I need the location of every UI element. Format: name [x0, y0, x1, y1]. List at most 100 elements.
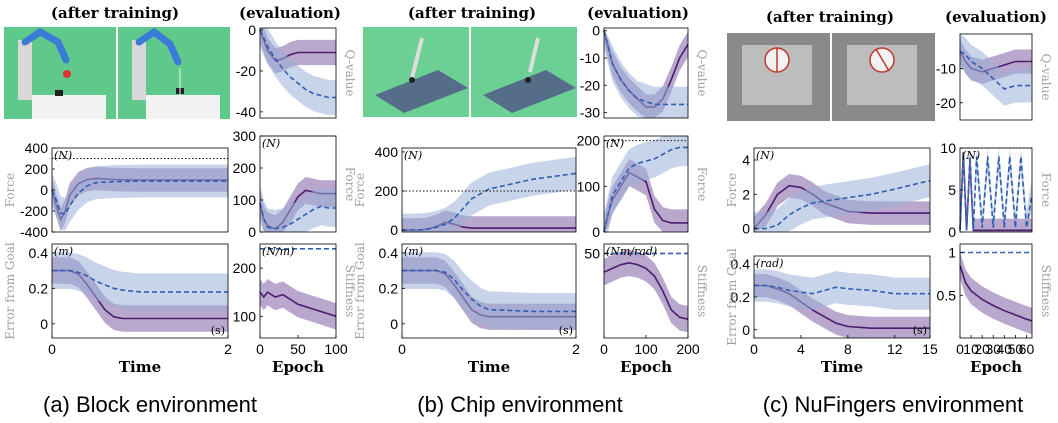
- nufingers-stiffness-frame: [959, 243, 1033, 339]
- nufingers-error-ytick-label-0: 0: [742, 322, 750, 338]
- chip-stiffness-ylabel: Stiffness: [695, 265, 709, 318]
- block-q-ytick-label-0: 0: [248, 22, 256, 38]
- nufingers-error-xtick-label-3: 12: [887, 341, 903, 357]
- chip-q-ytick-label-1: -10: [580, 50, 600, 66]
- block-eval-force-ytick-label-1: 100: [233, 192, 257, 208]
- nufingers-eval-force-unit: (N): [962, 149, 980, 162]
- block-force-ytick-label-1: -200: [20, 203, 48, 219]
- block-force-unit: (N): [54, 149, 72, 162]
- block-error-ylabel: Error from Goal: [3, 242, 17, 340]
- chip-error-unit: (m): [404, 245, 423, 258]
- nufingers-force-ytick-label-1: 2: [742, 186, 750, 202]
- chip-eval-force-series-1: [603, 146, 688, 233]
- chip-error-xtick-label-0: 0: [398, 341, 406, 357]
- nufingers-q-frame: [959, 33, 1033, 121]
- chip-force-ytick-label-0: 0: [390, 222, 398, 238]
- nufingers-error-xtick-label-2: 8: [844, 341, 852, 357]
- block-stiffness-xtick-label-0: 0: [256, 341, 264, 357]
- chip-q-series-1: [603, 30, 688, 106]
- nufingers-q-series-1: [959, 50, 1032, 90]
- nufingers-eval-force-ytick-label-1: 5: [948, 182, 956, 198]
- block-stiffness-ylabel: Stiffness: [343, 265, 357, 318]
- nufingers-stiffness-ylabel: Stiffness: [1039, 265, 1053, 318]
- nufingers-force-band-1: [754, 164, 930, 232]
- chip-q-ylabel: Q-value: [695, 50, 709, 97]
- header-evaluation-c: (evaluation): [945, 8, 1047, 26]
- block-error-unit: (m): [54, 245, 73, 258]
- chip-force-band-1: [402, 156, 576, 232]
- block-eval-force-unit: (N): [262, 137, 280, 150]
- block-error-ytick-label-1: 0.2: [29, 280, 49, 296]
- caption-chip: (b) Chip environment: [417, 392, 622, 417]
- nufingers-eval-force-series-1: [959, 156, 1033, 231]
- nufingers-force-series-1: [754, 179, 931, 230]
- block-force-ytick-label-4: 400: [25, 140, 49, 156]
- chip-stiffness-ytick-label-0: 50: [584, 245, 600, 261]
- chip-force-ytick-label-2: 400: [375, 144, 399, 160]
- chip-error-ylabel: Error from Goal: [353, 242, 367, 340]
- nufingers-error-xtick-label-1: 4: [797, 341, 805, 357]
- nufingers-force-unit: (N): [756, 149, 774, 162]
- block-eval-force-band-1: [260, 184, 336, 232]
- chip-eval-force-band-1: [604, 136, 688, 232]
- chip-error-ytick-label-0: 0: [390, 316, 398, 332]
- nufingers-force-ytick-label-0: 0: [742, 221, 750, 237]
- chip-stiffness-band-0: [604, 249, 688, 333]
- block-eval-force-ytick-label-3: 300: [233, 128, 257, 144]
- nufingers-stiffness-xtick-label-6: 60: [1019, 341, 1035, 357]
- block-error-band-0: [52, 257, 228, 332]
- chip-force-series-1: [402, 172, 577, 231]
- block-error-band-1: [52, 252, 228, 311]
- caption-block: (a) Block environment: [43, 392, 257, 417]
- chip-q-frame: [603, 27, 689, 119]
- nufingers-stiffness-xtick-label-3: 30: [985, 341, 1001, 357]
- nufingers-stiffness-xtick-label-2: 20: [974, 341, 990, 357]
- nufingers-error-corner-label: (s): [913, 324, 927, 337]
- nufingers-stiffness-ytick-label-0: 0.5: [937, 287, 957, 303]
- nufingers-eval-force-band-0: [960, 148, 1032, 232]
- chip-error-ytick-label-1: 0.2: [379, 280, 399, 296]
- header-evaluation-b: (evaluation): [587, 4, 689, 22]
- chip-error-series-1: [402, 269, 576, 313]
- nufingers-stiffness-series-0: [959, 265, 1033, 322]
- block-force-series-1: [51, 180, 228, 216]
- nufingers-stiffness-xtick-label-0: 0: [956, 341, 964, 357]
- block-q-chart: 0 -20 -40 Q-value: [236, 22, 357, 120]
- block-force-ytick-label-0: -400: [20, 224, 48, 240]
- block-force-ylabel: Force: [3, 173, 17, 207]
- chip-q-band-1: [604, 28, 688, 118]
- chip-force-ylabel: Force: [353, 173, 367, 207]
- block-error-corner-label: (s): [211, 324, 225, 337]
- block-stiffness-xtick-label-2: 100: [324, 341, 348, 357]
- nufingers-force-ylabel: Force: [725, 173, 739, 207]
- nufingers-force-chart: 0 2 4 (N) Force: [725, 147, 931, 237]
- block-stiffness-series-0: [259, 291, 337, 318]
- nufingers-q-ytick-label-1: -20: [936, 95, 956, 111]
- chip-eval-force-chart: 0 100 200 (N) Force: [577, 133, 709, 240]
- nufingers-q-ytick-label-0: -10: [936, 60, 956, 76]
- block-stiffness-ytick-label-0: 100: [233, 308, 257, 324]
- chip-error-corner-label: (s): [559, 324, 573, 337]
- block-scene-images: [4, 27, 230, 119]
- chip-error-band-1: [402, 252, 576, 330]
- nufingers-stiffness-xtick-label-5: 50: [1008, 341, 1024, 357]
- chip-error-xtick-label-1: 2: [572, 341, 580, 357]
- chip-stiffness-xlabel: Epoch: [620, 358, 672, 376]
- chip-eval-force-unit: (N): [606, 137, 624, 150]
- block-error-chart: 0 0.2 0.4 0 2 Time (m) (s) Error from Goal: [3, 242, 232, 376]
- block-force-ytick-label-3: 200: [25, 161, 49, 177]
- nufingers-error-ytick-label-1: 0.2: [731, 289, 751, 305]
- block-eval-force-ylabel: Force: [343, 167, 357, 201]
- nufingers-stiffness-ytick-label-1: 1: [948, 245, 956, 261]
- chip-force-chart: 0 200 400 (N) Force: [353, 144, 577, 238]
- block-stiffness-xlabel: Epoch: [272, 358, 324, 376]
- nufingers-eval-force-ytick-label-2: 10: [940, 140, 956, 156]
- nufingers-q-ylabel: Q-value: [1039, 54, 1053, 101]
- nufingers-error-unit: (rad): [756, 257, 783, 270]
- chip-stiffness-xtick-label-1: 100: [634, 341, 658, 357]
- block-error-ytick-label-2: 0.4: [29, 245, 49, 261]
